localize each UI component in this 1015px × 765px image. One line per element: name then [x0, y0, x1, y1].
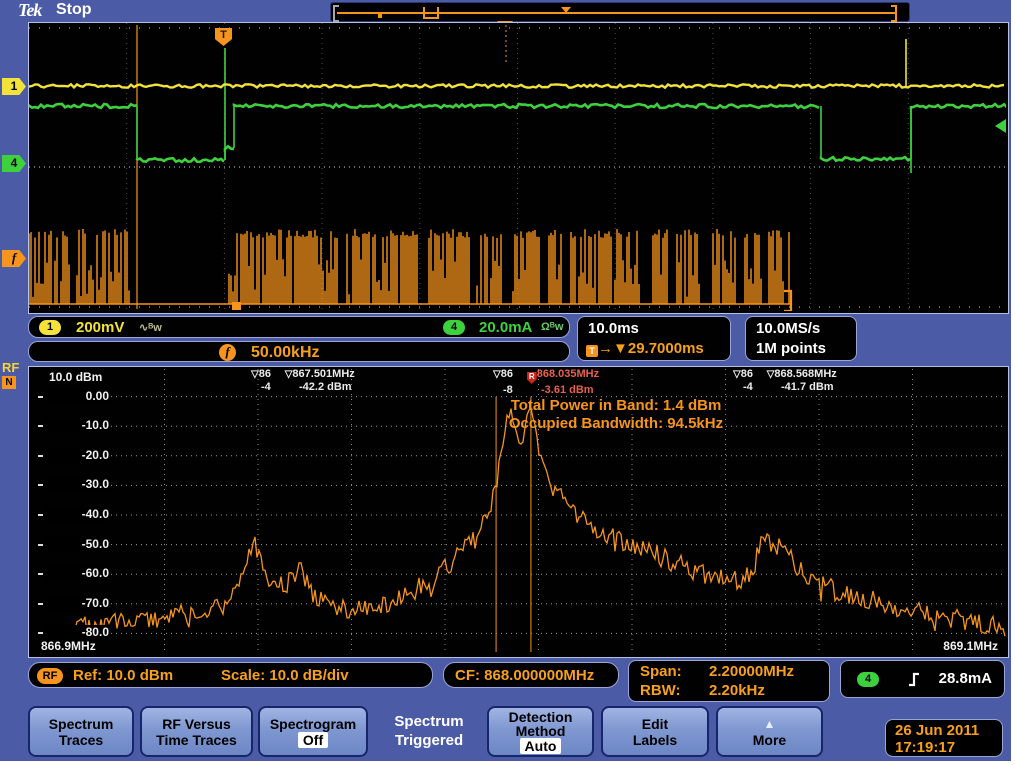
- more-up-arrow-icon: ▲: [718, 716, 821, 732]
- trigger-delay-icon: T: [586, 345, 598, 357]
- rf-normal-trace-icon: N: [2, 376, 16, 389]
- trigger-delay-row: T→▼29.7000ms: [586, 340, 704, 358]
- time: 17:19:17: [895, 739, 1002, 756]
- channel4-badge: 4: [443, 320, 465, 335]
- y-axis-label: -40.0: [45, 507, 109, 522]
- channel1-scale: 200mV: [76, 319, 124, 336]
- trigger-level-value: 28.8mA: [939, 670, 992, 687]
- frequency-trace-scale: 50.00kHz: [251, 344, 320, 362]
- time-domain-traces: [29, 23, 1006, 311]
- trigger-delay-value: 29.7000ms: [628, 340, 704, 357]
- record-length: 1M points: [756, 340, 826, 357]
- channel1-coupling-bandwidth-icon: ∿ᴮw: [139, 321, 162, 334]
- record-square-marker-icon: [378, 14, 382, 18]
- menu-button-spectrogram[interactable]: SpectrogramOff: [258, 706, 368, 757]
- tek-logo: Tek: [18, 0, 41, 21]
- trigger-level-arrow-icon: [995, 119, 1006, 133]
- record-end-bracket-icon: [891, 5, 897, 22]
- spectrogram-state: Off: [298, 732, 328, 748]
- spectrum-graticule: 10.0 dBm 0.00 -10.0 -20.0 -30.0 -40.0 -50.0 -6…: [28, 366, 1009, 658]
- y-axis-tick-icon: [38, 603, 43, 605]
- trigger-source-badge: 4: [857, 672, 879, 687]
- right-edge: [1011, 0, 1015, 765]
- time-per-division: 10.0ms: [588, 320, 639, 337]
- menu-button-edit-labels[interactable]: EditLabels: [601, 706, 709, 757]
- frequency-trace-readout-bar: f 50.00kHz: [28, 341, 570, 362]
- marker-triangle-icon: ▽: [251, 369, 259, 380]
- acquisition-readout-box: 10.0MS/s 1M points: [745, 316, 857, 361]
- menu-title: SpectrumTriggered: [375, 712, 483, 750]
- spectrum-marker-readout-center: ▽86R868.035MHz -8-3.61 dBm: [493, 368, 599, 397]
- rbw-value: 2.20kHz: [709, 682, 765, 699]
- channel1-position-badge: 1: [2, 78, 26, 95]
- rf-channel-badge: RF N: [2, 360, 28, 394]
- rf-label: RF: [2, 360, 28, 375]
- reference-marker-icon: R: [527, 372, 537, 384]
- center-frequency: CF: 868.000000MHz: [455, 667, 594, 684]
- bottom-edge: [0, 761, 1015, 765]
- channel-readout-bar: 1 200mV ∿ᴮw 4 20.0mA Ωᴮw: [28, 316, 570, 338]
- spectrum-marker-readout-right: ▽86▽868.568MHz -4-41.7 dBm: [733, 368, 837, 394]
- y-axis-tick-icon: [38, 425, 43, 427]
- span-label: Span:: [640, 663, 682, 680]
- rf-readout-bar: RF Ref: 10.0 dBm Scale: 10.0 dB/div: [28, 662, 433, 688]
- menu-button-spectrum-traces[interactable]: SpectrumTraces: [28, 706, 134, 757]
- marker-triangle-icon: ▽: [733, 369, 741, 380]
- y-axis-label: -20.0: [45, 448, 109, 463]
- trigger-delay-arrows-icon: →▼: [598, 340, 628, 357]
- rf-scale: Scale: 10.0 dB/div: [221, 667, 349, 684]
- y-axis-label: 0.00: [45, 389, 109, 404]
- date: 26 Jun 2011: [895, 722, 1002, 739]
- rbw-label: RBW:: [640, 682, 681, 699]
- reference-level-label: 10.0 dBm: [49, 370, 102, 384]
- span-rbw-box: Span: 2.20000MHz RBW: 2.20kHz: [628, 660, 830, 702]
- rf-reference-level: Ref: 10.0 dBm: [73, 667, 173, 684]
- trigger-readout-box: 4 28.8mA: [840, 660, 1005, 698]
- zoom-window-bracket-icon: [423, 7, 439, 19]
- date-time-display: 26 Jun 2011 17:19:17: [885, 719, 1003, 757]
- stop-frequency-label: 869.1MHz: [943, 639, 998, 653]
- y-axis-tick-icon: [38, 573, 43, 575]
- total-power-annotation: Total Power in Band: 1.4 dBm: [396, 397, 836, 414]
- y-axis-label: -70.0: [45, 596, 109, 611]
- acquisition-status: Stop: [56, 1, 92, 19]
- frequency-trace-icon: f: [219, 344, 236, 361]
- span-value: 2.20000MHz: [709, 663, 794, 680]
- y-axis-tick-icon: [38, 484, 43, 486]
- channel1-badge: 1: [39, 320, 61, 335]
- channel4-coupling-bandwidth-icon: Ωᴮw: [541, 321, 563, 333]
- marker-triangle-icon: ▽: [493, 369, 501, 380]
- y-axis-tick-icon: [38, 396, 43, 398]
- y-axis-tick-icon: [38, 544, 43, 546]
- y-axis-label: -60.0: [45, 566, 109, 581]
- start-frequency-label: 866.9MHz: [41, 639, 96, 653]
- y-axis-tick-icon: [38, 632, 43, 634]
- occupied-bandwidth-annotation: Occupied Bandwidth: 94.5kHz: [396, 415, 836, 432]
- menu-button-detection-method[interactable]: DetectionMethodAuto: [487, 706, 594, 757]
- horizontal-readout-box: 10.0ms T→▼29.7000ms: [577, 316, 731, 361]
- acquisition-overview-bar: [330, 2, 910, 22]
- record-view-line: [337, 12, 895, 14]
- y-axis-label: -50.0: [45, 537, 109, 552]
- y-axis-tick-icon: [38, 455, 43, 457]
- y-axis-tick-icon: [38, 514, 43, 516]
- rf-badge: RF: [37, 668, 63, 684]
- time-domain-graticule: T: [28, 22, 1009, 314]
- y-axis-label: -30.0: [45, 477, 109, 492]
- record-start-bracket-icon: [333, 5, 339, 22]
- menu-button-rf-versus-time-traces[interactable]: RF VersusTime Traces: [140, 706, 253, 757]
- channel4-scale: 20.0mA: [479, 319, 532, 336]
- trigger-slope-icon: [907, 671, 921, 688]
- sample-rate: 10.0MS/s: [756, 320, 820, 337]
- expansion-point-triangle-icon: [561, 7, 571, 13]
- detection-method-state: Auto: [520, 738, 562, 754]
- center-frequency-box: CF: 868.000000MHz: [443, 662, 619, 688]
- rf-frequency-trace-badge: f: [2, 250, 26, 267]
- menu-button-more[interactable]: ▲More: [716, 706, 823, 757]
- y-axis-label: -10.0: [45, 418, 109, 433]
- oscilloscope-screen: Tek Stop T 1 4 f 1 200mV ∿ᴮw 4 20.0mA Ωᴮ…: [0, 0, 1015, 765]
- channel4-position-badge: 4: [2, 155, 26, 172]
- spectrum-marker-readout-left: ▽86▽867.501MHz -4-42.2 dBm: [251, 368, 355, 394]
